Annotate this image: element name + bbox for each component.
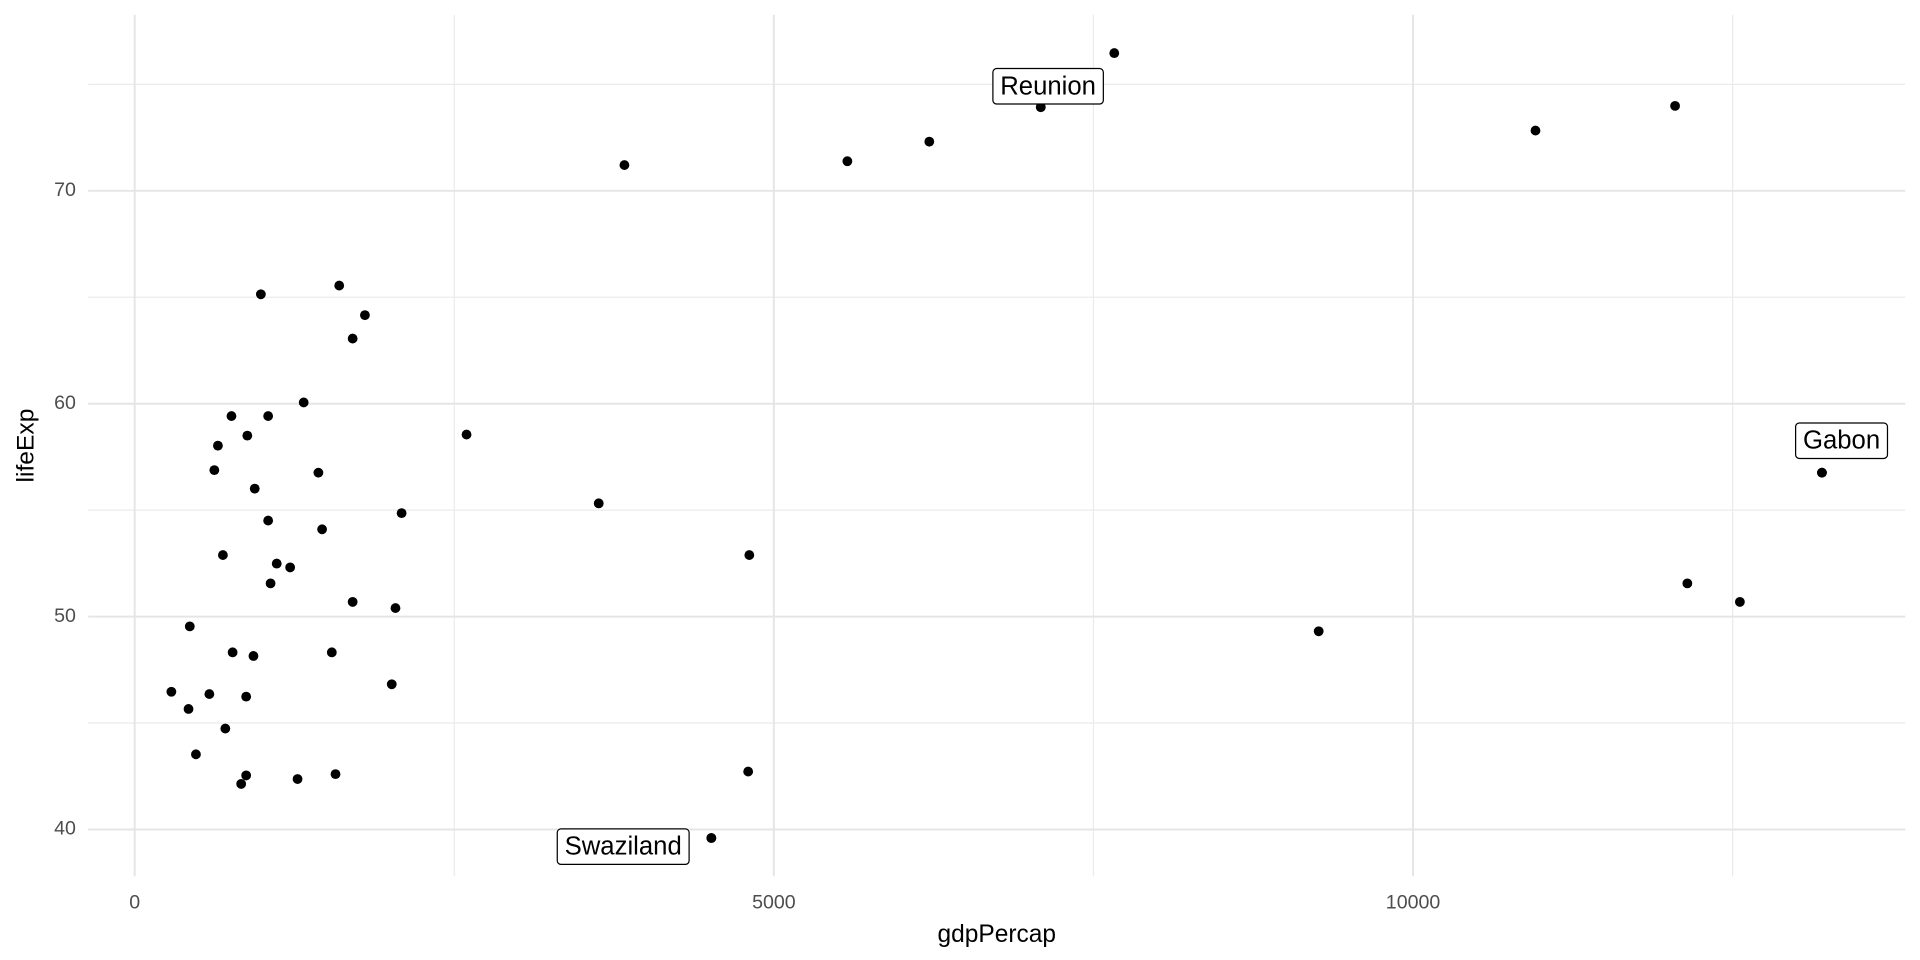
point <box>744 550 755 560</box>
point <box>1313 626 1324 637</box>
point <box>1670 100 1680 111</box>
point <box>183 704 194 714</box>
point <box>263 411 274 421</box>
point <box>298 397 309 408</box>
point <box>396 508 407 519</box>
y-tick-label: 60 <box>54 392 76 414</box>
point <box>1109 48 1120 59</box>
annotation-box <box>1795 422 1889 460</box>
annotations: Reunion Gabon Swaziland <box>556 67 1889 865</box>
y-tick-label: 70 <box>54 179 76 201</box>
point <box>317 524 327 535</box>
point <box>386 679 397 690</box>
point <box>390 603 401 613</box>
point <box>166 686 177 697</box>
y-tick-label: 50 <box>54 605 76 627</box>
point <box>619 160 630 170</box>
y-axis-title: lifeExp <box>12 409 39 483</box>
points <box>166 48 1827 843</box>
point <box>184 621 195 632</box>
annotation-box <box>992 67 1104 105</box>
point <box>248 651 259 661</box>
annotated-point <box>706 833 717 843</box>
point <box>271 558 282 569</box>
point <box>213 440 223 451</box>
x-tick-label: 5000 <box>752 892 796 914</box>
point <box>218 550 228 560</box>
point <box>255 289 266 300</box>
point <box>204 689 215 700</box>
point <box>249 483 260 494</box>
annotation-label: Gabon <box>1803 427 1880 455</box>
x-tick-label: 0 <box>129 892 140 914</box>
point <box>1734 596 1745 607</box>
y-tick-label: 40 <box>54 818 76 840</box>
x-tick-label: 10000 <box>1386 892 1441 914</box>
point <box>220 723 231 734</box>
point <box>191 749 201 760</box>
point <box>241 770 252 781</box>
point <box>241 691 252 702</box>
point <box>330 769 341 780</box>
point <box>242 430 253 441</box>
x-axis-title: gdpPercap <box>938 921 1056 948</box>
point <box>292 774 303 784</box>
point <box>360 310 370 321</box>
point <box>593 498 604 509</box>
point <box>263 515 274 526</box>
point <box>842 156 853 167</box>
point <box>227 647 238 658</box>
annotation-label: Reunion <box>1000 72 1096 100</box>
point <box>347 596 358 607</box>
point <box>334 280 345 291</box>
point <box>265 578 276 589</box>
point <box>1530 125 1541 136</box>
point <box>236 778 247 789</box>
point <box>924 136 935 147</box>
point <box>285 562 296 573</box>
annotated-point <box>1035 102 1046 113</box>
point <box>743 766 754 777</box>
point <box>326 647 337 658</box>
point <box>347 333 358 344</box>
point <box>461 429 472 440</box>
point <box>226 411 237 421</box>
annotation-label: Swaziland <box>565 833 682 861</box>
annotated-point <box>1817 467 1827 478</box>
annotation-box <box>556 828 690 865</box>
point <box>1682 578 1693 589</box>
point <box>313 467 324 478</box>
point <box>209 465 220 476</box>
grid <box>88 14 1906 877</box>
